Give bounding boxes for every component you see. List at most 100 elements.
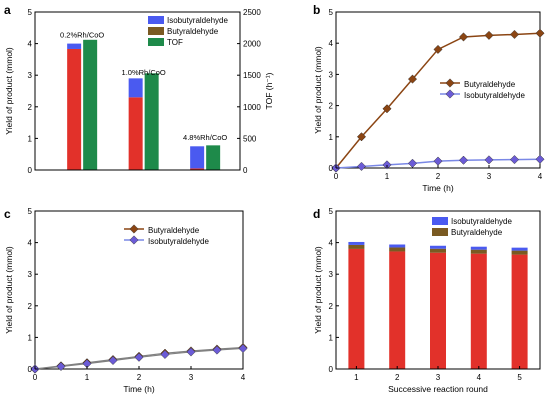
legend-c-1-label: Isobutyraldehyde <box>148 237 209 246</box>
plot-a-frame <box>34 11 241 171</box>
axis-d-ylabel: Yield of product (mmol) <box>313 246 323 334</box>
axis-c-ytick-label: 0 <box>28 365 33 374</box>
point-isobutyraldehyde <box>484 155 494 165</box>
axis-b-xtick-label: 3 <box>487 172 492 181</box>
point-isobutyraldehyde <box>509 155 520 165</box>
legend-c-1-marker <box>129 235 139 245</box>
axis-c-xtick-label: 4 <box>241 373 246 382</box>
point-butyraldehyde <box>484 30 494 40</box>
point-isobutyraldehyde <box>108 355 118 366</box>
bar-butyraldehyde-cap <box>511 250 528 255</box>
point-isobutyraldehyde <box>56 361 66 372</box>
bar-butyraldehyde-cap <box>348 244 365 249</box>
axis-a-ytick-label: 2 <box>28 103 33 112</box>
bar-butyraldehyde <box>470 253 487 369</box>
axis-a-ytick-right-label: 1500 <box>243 71 261 80</box>
chart-b: 0 1 2 3 4 5 0 1 2 3 4 Yield of product (mmol) Time (… <box>313 8 545 193</box>
bar-butyraldehyde <box>128 97 143 170</box>
legend-a-1-label: Butyraldehyde <box>167 27 219 36</box>
bar-isobutyraldehyde <box>67 43 82 49</box>
axis-a-ytick-right-label: 2500 <box>243 8 261 17</box>
axis-d-ytick-label: 5 <box>329 207 334 216</box>
point-isobutyraldehyde <box>433 156 443 166</box>
point-butyraldehyde <box>356 132 367 142</box>
axis-d-xtick-label: 2 <box>395 373 400 382</box>
point-isobutyraldehyde <box>382 160 392 170</box>
axis-c-ytick-label: 3 <box>28 270 33 279</box>
axis-b-ylabel: Yield of product (mmol) <box>313 46 323 134</box>
point-butyraldehyde <box>535 28 545 38</box>
axis-a-ytick-label: 5 <box>28 8 33 17</box>
legend-b-1-marker <box>445 89 455 99</box>
bar-isobutyraldehyde <box>128 78 143 98</box>
point-isobutyraldehyde <box>458 155 469 165</box>
bar-butyraldehyde <box>67 48 82 170</box>
bar-isobutyraldehyde <box>190 146 205 169</box>
axis-a-ytick-right-label: 1000 <box>243 103 261 112</box>
axis-d-xlabel: Successive reaction round <box>388 384 488 394</box>
axis-a-ytick-label: 4 <box>28 40 33 49</box>
axis-a-ytick-right-label: 0 <box>243 166 248 175</box>
axis-b-ytick-label: 4 <box>329 39 334 48</box>
axis-a-ylabel-right: TOF (h⁻¹) <box>264 72 274 109</box>
axis-d-ytick-label: 4 <box>329 239 334 248</box>
bar-butyraldehyde <box>430 252 446 369</box>
bar-butyraldehyde <box>348 248 365 369</box>
point-butyraldehyde <box>382 104 392 114</box>
axis-b-ytick-label: 2 <box>329 102 334 111</box>
axis-c-ylabel: Yield of product (mmol) <box>4 246 14 334</box>
axis-d-xtick-label: 4 <box>477 373 482 382</box>
legend-a-0-label: Isobutyraldehyde <box>167 16 228 25</box>
point-isobutyraldehyde <box>160 349 170 360</box>
axis-b-ytick-label: 0 <box>329 164 334 173</box>
point-butyraldehyde <box>433 44 443 54</box>
chart-d: 1 2 3 4 5 0 1 2 3 4 5 Yield of product (mmol) Succes… <box>313 207 541 394</box>
legend-d-1-label: Butyraldehyde <box>451 228 503 237</box>
legend-a-2-swatch <box>148 38 164 46</box>
plot-c-frame <box>34 210 244 370</box>
chart-a: 0.2%Rh/CoO 1.0%Rh/CoO 4.8%Rh/CoO 0 1 2 3 4 5 0 500… <box>4 8 274 175</box>
axis-a-ytick-right-label: 500 <box>243 134 257 143</box>
legend-d-0-swatch <box>432 217 448 225</box>
axis-b-xtick-label: 1 <box>385 172 390 181</box>
legend-a-2-label: TOF <box>167 38 183 47</box>
panel-letter-b: b <box>313 3 320 17</box>
axis-a-ytick-label: 3 <box>28 71 33 80</box>
bar-isobutyraldehyde <box>389 244 406 248</box>
axis-d-xtick-label: 5 <box>517 373 522 382</box>
point-isobutyraldehyde <box>186 347 196 357</box>
legend-d-1-swatch <box>432 228 448 236</box>
axis-b-xtick-label: 4 <box>538 172 543 181</box>
bar-butyraldehyde <box>511 254 528 369</box>
axis-c-xtick-label: 3 <box>189 373 194 382</box>
annotation-catalyst: 0.2%Rh/CoO <box>60 30 104 39</box>
axis-c-xtick-label: 2 <box>137 373 142 382</box>
legend-b-0-marker <box>445 78 455 88</box>
point-isobutyraldehyde <box>134 352 144 362</box>
bar-tof <box>83 39 98 170</box>
point-isobutyraldehyde <box>535 154 545 164</box>
bar-isobutyraldehyde <box>348 241 365 245</box>
point-isobutyraldehyde <box>238 343 248 354</box>
axis-c-ytick-label: 4 <box>28 239 33 248</box>
bar-tof <box>144 73 159 170</box>
bar-tof <box>206 145 221 170</box>
chart-c: 0 1 2 3 4 5 0 1 2 3 4 Yield of product (mmol) Time (… <box>4 207 248 394</box>
bar-isobutyraldehyde <box>470 246 487 250</box>
axis-a-ytick-right-label: 2000 <box>243 40 261 49</box>
legend-b-1-label: Isobutyraldehyde <box>464 91 525 100</box>
point-butyraldehyde <box>407 74 418 84</box>
axis-c-ytick-label: 5 <box>28 207 33 216</box>
axis-a-ylabel: Yield of product (mmol) <box>4 47 14 135</box>
bar-butyraldehyde-cap <box>470 249 487 254</box>
point-butyraldehyde <box>509 29 520 40</box>
axis-d-xtick-label: 1 <box>354 373 359 382</box>
point-isobutyraldehyde <box>356 161 367 171</box>
bar-isobutyraldehyde <box>511 247 528 251</box>
panel-letter-d: d <box>313 207 320 221</box>
point-butyraldehyde <box>458 32 469 42</box>
legend-c-0-label: Butyraldehyde <box>148 226 200 235</box>
axis-b-ytick-label: 3 <box>329 70 334 79</box>
axis-d-ytick-label: 3 <box>329 270 334 279</box>
